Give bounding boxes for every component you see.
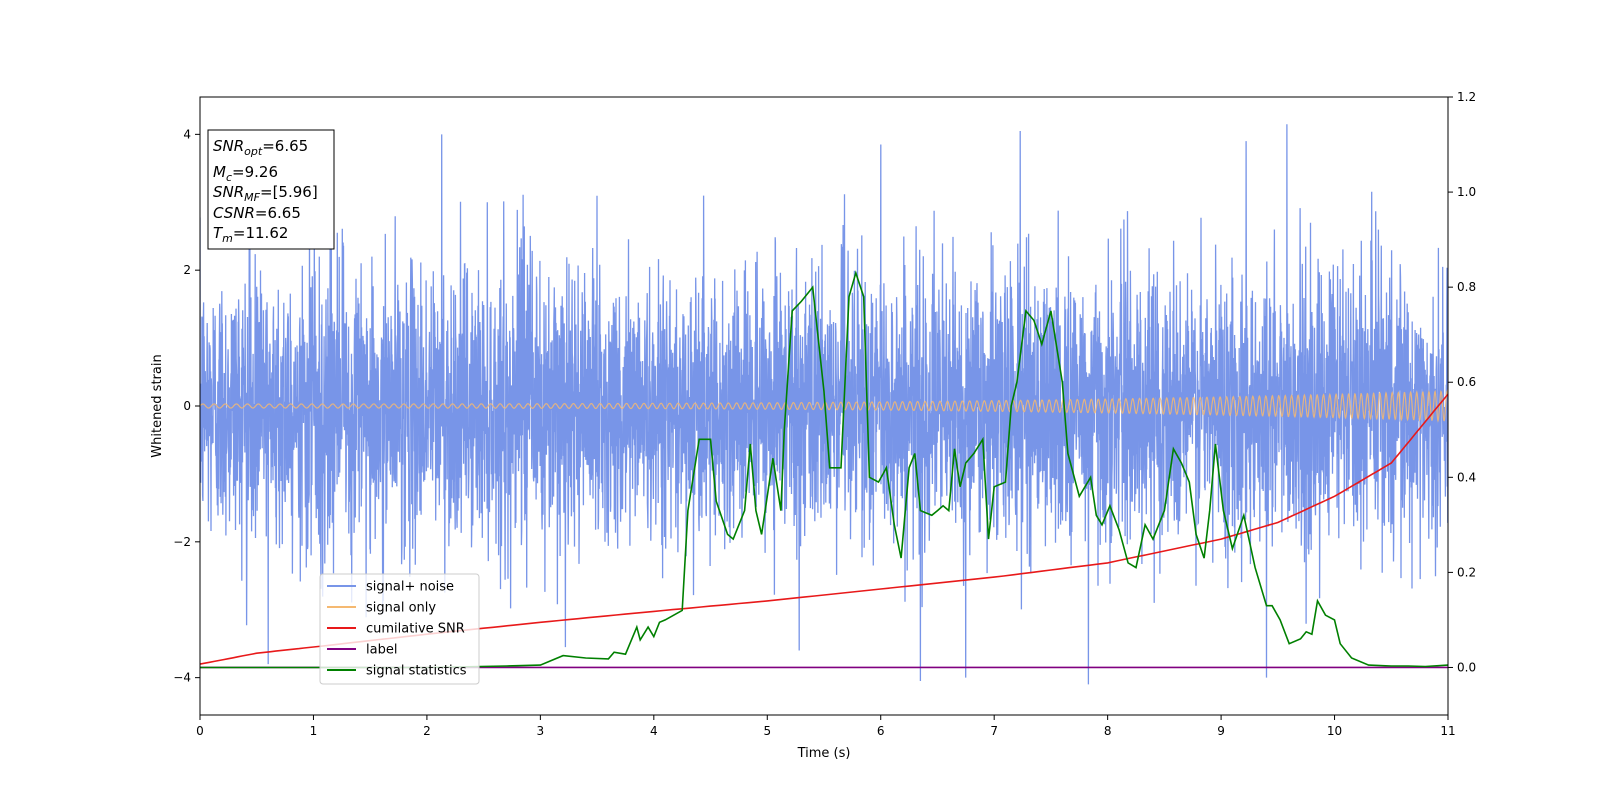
y-right-tick-label: 0.2 bbox=[1457, 565, 1476, 579]
info-box-frame bbox=[207, 129, 335, 250]
series-signal-noise bbox=[200, 124, 1448, 685]
x-tick-label: 10 bbox=[1327, 724, 1342, 738]
x-tick-label: 11 bbox=[1440, 724, 1455, 738]
info-box-line: SNRopt=6.65 bbox=[213, 137, 308, 158]
x-tick-label: 5 bbox=[763, 724, 771, 738]
x-tick-label: 3 bbox=[537, 724, 545, 738]
legend-label: label bbox=[366, 643, 397, 658]
y-right-tick-label: 0.4 bbox=[1457, 470, 1476, 484]
y-right-tick-label: 0.8 bbox=[1457, 280, 1476, 294]
legend-label: cumilative SNR bbox=[366, 622, 465, 637]
y-axis-label: Whitened strain bbox=[150, 354, 165, 457]
series-signal-only bbox=[200, 389, 1448, 423]
y-left-tick-label: 4 bbox=[183, 127, 191, 141]
info-box-line: Mc=9.26 bbox=[213, 163, 278, 184]
y-left-tick-label: −2 bbox=[173, 535, 191, 549]
y-left-tick-label: −4 bbox=[173, 671, 191, 685]
x-axis-ticks: 0 1 2 3 4 5 6 7 8 9 10 11 bbox=[196, 715, 1456, 738]
info-box-line: Tm=11.62 bbox=[213, 224, 288, 245]
x-tick-label: 6 bbox=[877, 724, 885, 738]
info-box-line: SNRMF=[5.96] bbox=[213, 183, 318, 204]
x-tick-label: 9 bbox=[1217, 724, 1225, 738]
x-tick-label: 8 bbox=[1104, 724, 1112, 738]
y-left-tick-label: 0 bbox=[183, 399, 191, 413]
x-tick-label: 1 bbox=[310, 724, 318, 738]
x-tick-label: 0 bbox=[196, 724, 204, 738]
legend: signal+ noise signal only cumilative SNR la… bbox=[319, 573, 480, 685]
x-tick-label: 7 bbox=[990, 724, 998, 738]
y-left-tick-label: 2 bbox=[183, 263, 191, 277]
x-axis-label: Time (s) bbox=[797, 746, 851, 761]
legend-label: signal only bbox=[366, 601, 436, 616]
signal-statistics-line bbox=[200, 270, 1448, 669]
legend-items: signal+ noise signal only cumilative SNR la… bbox=[327, 580, 467, 679]
legend-label: signal statistics bbox=[366, 664, 467, 679]
y-right-tick-label: 0.0 bbox=[1457, 660, 1476, 674]
signal-only-line bbox=[200, 389, 1448, 423]
x-tick-label: 4 bbox=[650, 724, 658, 738]
legend-label: signal+ noise bbox=[366, 580, 454, 595]
y-right-tick-label: 0.6 bbox=[1457, 375, 1476, 389]
y-right-tick-label: 1.2 bbox=[1457, 90, 1476, 104]
y-axis-right-ticks: 0.0 0.2 0.4 0.6 0.8 1.0 1.2 bbox=[1448, 90, 1476, 674]
x-tick-label: 2 bbox=[423, 724, 431, 738]
y-axis-left-ticks: −4 −2 0 2 4 bbox=[173, 127, 200, 685]
signal-noise-line bbox=[200, 124, 1448, 685]
y-right-tick-label: 1.0 bbox=[1457, 185, 1476, 199]
legend-frame bbox=[319, 573, 480, 685]
info-box-line: CSNR=6.65 bbox=[213, 204, 301, 222]
